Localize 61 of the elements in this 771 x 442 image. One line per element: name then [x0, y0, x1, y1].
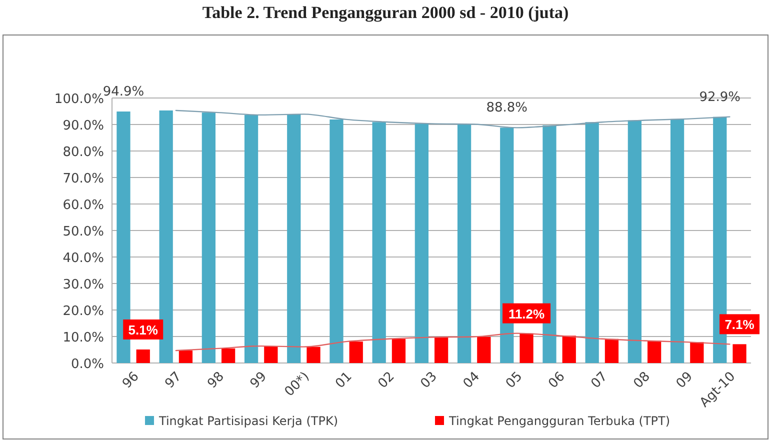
bar [690, 342, 704, 363]
x-tick-label: 05 [503, 369, 526, 392]
y-tick-label: 50.0% [62, 224, 104, 240]
x-tick-label: 06 [546, 369, 568, 392]
bar [287, 114, 301, 363]
y-tick-label: 0.0% [70, 357, 104, 372]
bar [434, 337, 448, 363]
bar [159, 110, 173, 363]
data-label: 5.1% [128, 322, 158, 338]
bar [604, 338, 619, 363]
line-series [175, 332, 730, 352]
x-tick-label: 03 [418, 369, 440, 392]
chart-title: Table 2. Trend Pengangguran 2000 sd - 2010 (juta) [202, 3, 569, 22]
bar [648, 340, 662, 363]
bar [670, 118, 684, 363]
data-label: 11.2% [508, 306, 546, 322]
data-label: 88.8% [486, 100, 528, 116]
x-tick-label: 98 [205, 369, 228, 392]
bar [562, 336, 576, 363]
bar [585, 122, 599, 363]
bar [628, 120, 642, 363]
y-tick-label: 10.0% [62, 330, 104, 346]
bar [136, 349, 150, 363]
bar [202, 112, 216, 363]
bar [349, 342, 363, 363]
bar [520, 333, 534, 363]
x-tick-label: 07 [588, 369, 611, 392]
x-tick-label: 08 [631, 369, 654, 392]
data-label: 92.9% [699, 90, 741, 105]
bar [392, 338, 406, 363]
x-tick-label: 02 [375, 369, 398, 392]
data-label: 94.9% [102, 84, 144, 100]
y-tick-label: 100.0% [54, 92, 104, 107]
bar [414, 124, 428, 363]
y-tick-label: 20.0% [62, 304, 104, 319]
y-tick-label: 70.0% [62, 172, 104, 186]
legend-label: Tingkat Pengangguran Terbuka (TPT) [448, 414, 670, 428]
x-tick-label: 97 [162, 369, 185, 392]
bar [244, 114, 258, 363]
y-tick-label: 60.0% [62, 198, 104, 213]
bar [477, 336, 491, 363]
y-tick-label: 40.0% [62, 251, 104, 266]
bar [372, 122, 386, 363]
data-label: 7.1% [724, 317, 755, 332]
bar [542, 125, 556, 363]
x-tick-label: 04 [460, 369, 483, 392]
x-tick-label: 01 [332, 369, 356, 392]
bar [330, 119, 344, 363]
x-tick-label: 96 [120, 369, 142, 392]
y-tick-label: 90.0% [62, 118, 104, 134]
bar [457, 124, 472, 363]
y-tick-label: 30.0% [62, 278, 104, 292]
bar [178, 350, 193, 363]
bar [306, 346, 320, 363]
x-tick-label: 99 [248, 369, 270, 392]
bar [732, 344, 746, 363]
bar [222, 348, 236, 363]
bar [264, 346, 278, 363]
x-tick-label: 09 [674, 369, 696, 392]
y-tick-label: 80.0% [62, 145, 104, 160]
legend-label: Tingkat Partisipasi Kerja (TPK) [158, 414, 338, 428]
